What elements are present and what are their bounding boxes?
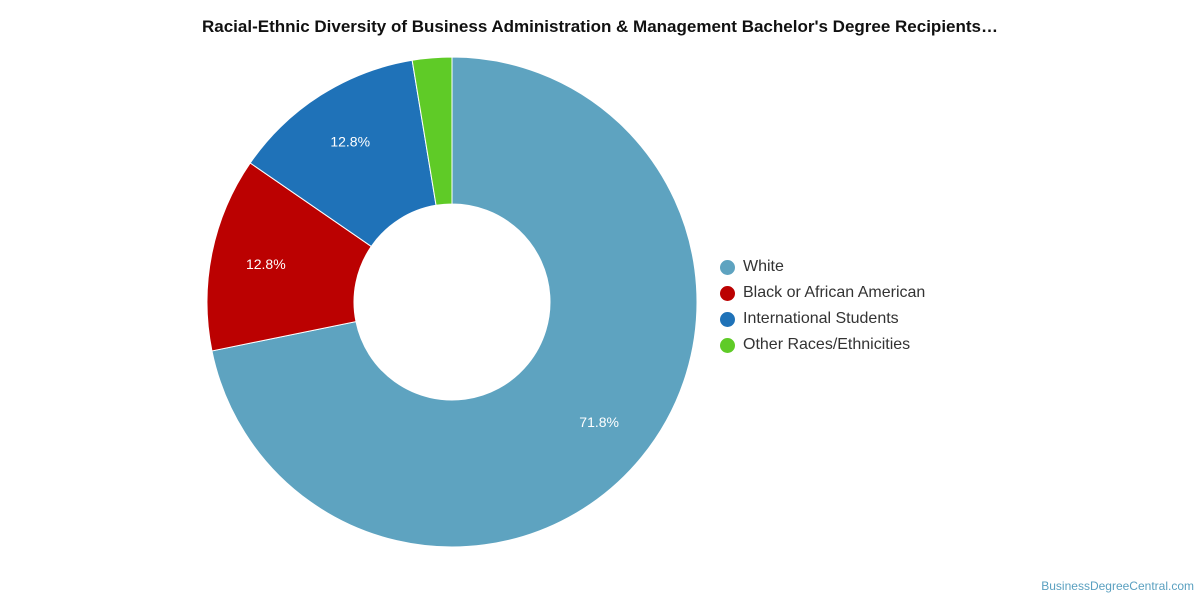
legend-item[interactable]: White	[720, 254, 925, 280]
slice-white[interactable]	[211, 56, 698, 548]
slice-labels: 71.8% 12.8% 12.8%	[246, 134, 619, 431]
legend-label: International Students	[743, 310, 899, 327]
legend-swatch	[720, 259, 735, 275]
slice-value-label: 71.8%	[579, 414, 619, 430]
slice-value-label: 12.8%	[246, 256, 286, 272]
slice-other-races-ethnicities[interactable]	[411, 56, 453, 206]
chart-legend: White Black or African American Internatio…	[720, 254, 925, 358]
donut-slices	[206, 56, 698, 548]
slice-international-students[interactable]	[249, 59, 437, 248]
legend-item[interactable]: Black or African American	[720, 280, 925, 306]
legend-label: Black or African American	[743, 284, 926, 301]
legend-item[interactable]: Other Races/Ethnicities	[720, 332, 925, 358]
chart-title: Racial-Ethnic Diversity of Business Admi…	[201, 17, 998, 36]
legend-swatch	[720, 311, 735, 327]
source-credit[interactable]: BusinessDegreeCentral.com	[1041, 579, 1194, 593]
legend-label: White	[743, 258, 784, 275]
legend-item[interactable]: International Students	[720, 306, 925, 332]
slice-value-label: 12.8%	[330, 134, 370, 150]
legend-label: Other Races/Ethnicities	[743, 336, 911, 353]
legend-swatch	[720, 337, 735, 353]
slice-black-or-african-american[interactable]	[206, 162, 372, 352]
legend-swatch	[720, 285, 735, 301]
